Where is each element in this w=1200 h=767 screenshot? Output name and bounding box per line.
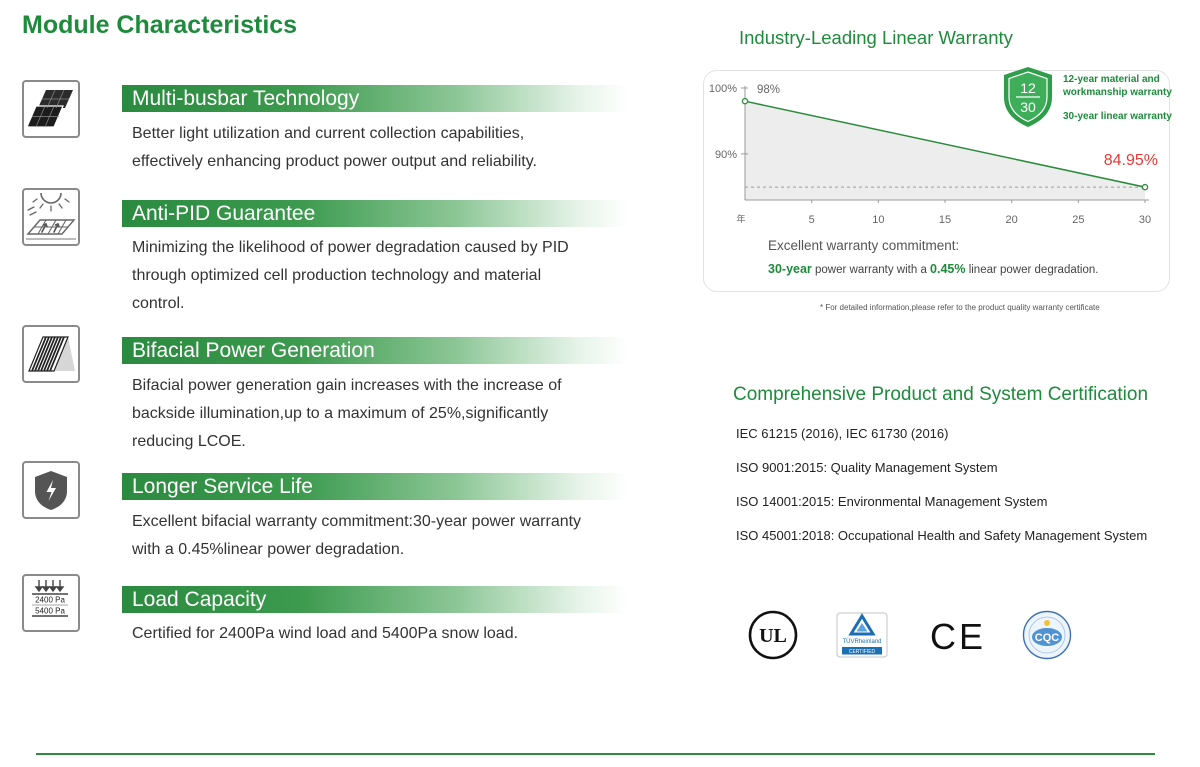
data-label-end: 84.95% [1104,152,1158,169]
feature-description-line: Excellent bifacial warranty commitment:3… [132,513,582,530]
badge-material-text-line: 12-year material and [1063,74,1160,85]
warranty-title: Industry-Leading Linear Warranty [739,27,1013,48]
feature-description-line: backside illumination,up to a maximum of… [132,405,549,422]
certification-item: ISO 45001:2018: Occupational Health and … [736,528,1148,543]
warranty-commitment: Excellent warranty commitment: [768,238,960,253]
ul-logo: UL [747,609,799,661]
degradation-rate: 0.45% [930,262,966,276]
feature-description-line: reducing LCOE. [132,433,246,450]
tuv-rheinland-logo: TÜVRheinland CERTIFIED [836,612,888,658]
feature-description: Better light utilization and current col… [132,120,537,176]
feature-heading: Multi-busbar Technology [122,85,628,112]
bottom-divider [36,753,1155,755]
warranty-detail: 30-year power warranty with a 0.45% line… [768,261,1098,278]
badge-linear-text: 30-year linear warranty [1063,111,1172,122]
badge-material-years: 12 [1020,80,1036,96]
load-capacity-icon: 2400 Pa 5400 Pa [22,574,80,632]
certification-item: ISO 9001:2015: Quality Management System [736,460,998,475]
ce-logo-text: CE [930,616,986,656]
y-tick-label: 90% [715,149,737,161]
feature-description: Certified for 2400Pa wind load and 5400P… [132,620,518,648]
multi-busbar-icon [22,80,80,138]
feature-description: Excellent bifacial warranty commitment:3… [132,508,581,564]
feature-description-line: Better light utilization and current col… [132,125,525,142]
ul-logo-text: UL [759,625,787,647]
data-point [741,97,749,105]
x-tick-label: 25 [1072,214,1084,226]
chart-area-fill [745,101,1145,200]
warranty-detail-text: power warranty with a [811,264,931,276]
feature-heading: Load Capacity [122,586,628,613]
feature-bifacial: Bifacial Power Generation Bifacial power… [0,325,640,450]
feature-description-line: Bifacial power generation gain increases… [132,377,562,394]
bifacial-panel-icon [22,325,80,383]
warranty-years: 30-year [768,262,812,276]
feature-heading: Bifacial Power Generation [122,337,628,364]
ce-logo: CE [930,616,986,657]
load-label-snow: 5400 Pa [35,607,65,616]
feature-load-capacity: 2400 Pa 5400 Pa Load Capacity Certified … [0,574,640,694]
warranty-shield-icon: 12 30 [1002,66,1054,128]
feature-description: Minimizing the likelihood of power degra… [132,234,569,318]
x-axis-label: 年 [736,213,745,225]
feature-multi-busbar: Multi-busbar Technology Better light uti… [0,80,640,200]
warranty-detail-text: linear power degradation. [965,264,1099,276]
data-label-start: 98% [757,84,780,96]
cqc-logo: CQC [1022,610,1072,660]
y-tick-label: 100% [709,83,737,95]
certification-title: Comprehensive Product and System Certifi… [733,384,1149,405]
certification-item: IEC 61215 (2016), IEC 61730 (2016) [736,426,949,441]
tuv-certified-text: CERTIFIED [849,649,876,655]
feature-description-line: Minimizing the likelihood of power degra… [132,239,569,256]
feature-description: Bifacial power generation gain increases… [132,372,562,456]
shield-lightning-icon [22,461,80,519]
data-point [1141,183,1149,191]
certification-item: ISO 14001:2015: Environmental Management… [736,494,1048,509]
feature-description-line: through optimized cell production techno… [132,267,542,284]
x-tick-label: 5 [809,214,815,226]
feature-description-line: effectively enhancing product power outp… [132,153,537,170]
load-label-wind: 2400 Pa [35,596,65,605]
x-tick-label: 15 [939,214,951,226]
x-tick-label: 20 [1006,214,1018,226]
badge-material-text-line: workmanship warranty [1063,87,1172,98]
page-title: Module Characteristics [22,11,298,39]
warranty-chart-frame [703,70,1170,292]
x-tick-label: 10 [872,214,884,226]
badge-linear-years: 30 [1020,99,1036,115]
feature-heading: Anti-PID Guarantee [122,200,628,227]
warranty-footnote: * For detailed information,please refer … [820,303,1100,312]
warranty-line-chart: 100% 90% 5 10 15 20 25 30 年 98% 84.95% [709,83,1158,226]
feature-description-line: Certified for 2400Pa wind load and 5400P… [132,625,519,642]
tuv-logo-text: TÜVRheinland [842,638,881,645]
feature-anti-pid: Anti-PID Guarantee Minimizing the likeli… [0,188,640,312]
anti-pid-icon [22,188,80,246]
x-tick-label: 30 [1139,214,1151,226]
feature-description-line: with a 0.45%linear power degradation. [132,541,405,558]
feature-description-line: control. [132,295,185,312]
cqc-logo-text: CQC [1035,632,1060,644]
warranty-series-line [744,100,1146,188]
feature-heading: Longer Service Life [122,473,628,500]
feature-service-life: Longer Service Life Excellent bifacial w… [0,461,640,581]
